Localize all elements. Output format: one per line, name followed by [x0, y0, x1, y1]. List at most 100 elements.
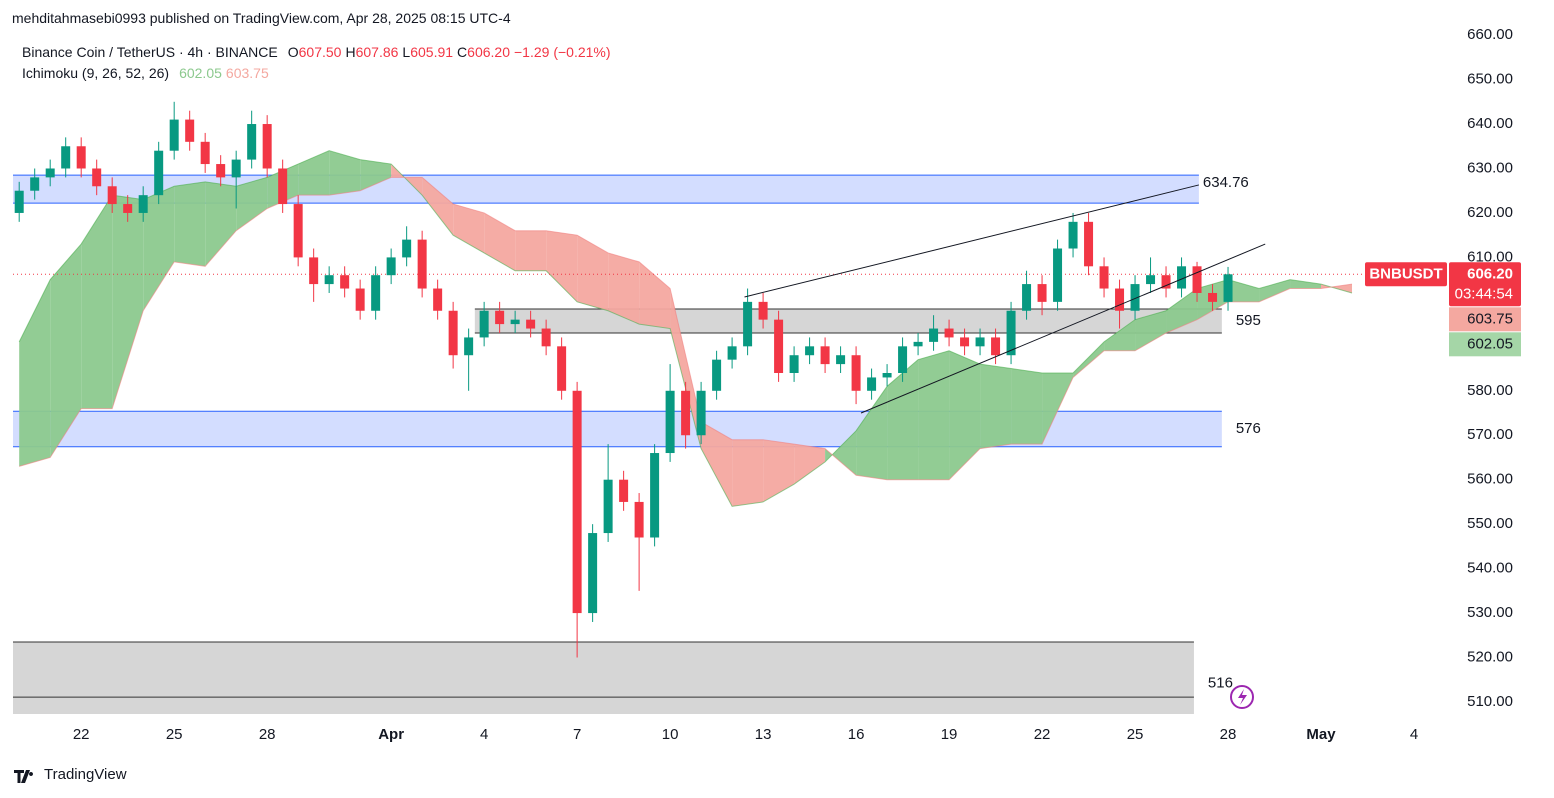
cloud-segment	[887, 359, 919, 480]
x-tick-label: 28	[1220, 726, 1237, 743]
cloud-segment	[112, 195, 144, 409]
price-label: 606.20	[1467, 265, 1513, 282]
cloud-segment	[1228, 279, 1260, 302]
candle-body	[278, 168, 288, 205]
cloud-segment	[918, 350, 950, 480]
candle-body	[929, 328, 939, 342]
zone-label: 576	[1236, 420, 1261, 437]
cloud-segment	[484, 212, 516, 271]
legend-text: 607.86	[355, 44, 399, 60]
x-tick-label: 4	[480, 726, 488, 743]
candle-body	[619, 479, 629, 502]
candle-body	[30, 177, 40, 191]
y-tick-label: 520.00	[1467, 649, 1513, 666]
footer: TradingView	[44, 766, 127, 783]
candle-body	[495, 310, 505, 325]
zone-label: 516	[1208, 675, 1233, 692]
candle-body	[898, 346, 908, 374]
y-tick-label: 540.00	[1467, 560, 1513, 577]
cloud-segment	[856, 386, 888, 480]
cloud-segment	[794, 444, 826, 485]
candle-body	[1115, 288, 1125, 311]
candle-body	[45, 168, 55, 178]
candle-body	[774, 319, 784, 374]
candle-body	[681, 390, 691, 436]
cloud-segment	[174, 181, 206, 267]
cloud-segment	[825, 430, 857, 476]
cloud-segment	[701, 421, 733, 507]
cloud-segment	[608, 252, 640, 325]
cloud-segment	[577, 235, 609, 311]
candle-body	[154, 150, 164, 196]
legend-text: H	[345, 44, 356, 60]
legend-text: Binance Coin / TetherUS · 4h · BINANCE	[22, 44, 278, 60]
candle-body	[1208, 292, 1218, 302]
candle-body	[541, 328, 551, 347]
y-tick-label: 610.00	[1467, 248, 1513, 265]
alert-bolt	[1238, 689, 1247, 705]
x-tick-label: 25	[1127, 726, 1144, 743]
candle-body	[1022, 284, 1032, 311]
x-tick-label: May	[1306, 726, 1336, 743]
candle-body	[293, 204, 303, 258]
candle-body	[123, 204, 133, 213]
cloud-segment	[1166, 288, 1198, 333]
x-tick-label: 22	[1034, 726, 1051, 743]
x-tick-label: 7	[573, 726, 581, 743]
legend-text: O	[287, 44, 299, 60]
countdown: 03:44:54	[1455, 285, 1513, 302]
candle-body	[557, 346, 567, 391]
candle-body	[386, 257, 396, 276]
candle-body	[867, 377, 877, 391]
cloud-segment	[50, 244, 82, 458]
cloud-segment	[763, 439, 795, 502]
candle-body	[960, 337, 970, 347]
candle-body	[371, 275, 381, 311]
x-tick-label: 16	[848, 726, 865, 743]
legend-text: 605.91	[410, 44, 454, 60]
y-tick-label: 580.00	[1467, 382, 1513, 399]
cloud-segment	[1104, 319, 1136, 351]
cloud-segment	[19, 279, 51, 467]
candle-body	[572, 390, 582, 614]
candle-body	[324, 275, 334, 285]
cloud-segment	[205, 181, 237, 267]
cloud-segment	[329, 150, 361, 196]
candle-body	[169, 119, 179, 151]
cloud-segment	[360, 159, 392, 191]
candle-body	[1146, 275, 1156, 285]
cloud-segment	[391, 164, 423, 196]
candle-body	[1223, 274, 1233, 302]
cloud-segment	[639, 261, 671, 329]
y-tick-label: 530.00	[1467, 604, 1513, 621]
y-tick-label: 560.00	[1467, 471, 1513, 488]
candle-body	[479, 310, 489, 338]
candle-body	[510, 319, 520, 325]
cloud-segment	[422, 177, 454, 236]
legend-line: Ichimoku (9, 26, 52, 26) 602.05 603.75	[22, 65, 273, 81]
x-tick-label: 28	[259, 726, 276, 743]
cloud-segment	[949, 350, 981, 480]
candle-body	[340, 275, 350, 289]
candle-body	[1130, 284, 1140, 311]
candle-body	[309, 257, 319, 285]
candle-body	[1099, 266, 1109, 289]
candle-body	[944, 328, 954, 338]
cloud-segment	[236, 177, 268, 231]
candle-body	[355, 288, 365, 311]
candle-body	[216, 164, 226, 178]
cloud-segment	[1259, 279, 1291, 302]
cloud-segment	[1073, 341, 1105, 378]
cloud-segment	[298, 150, 330, 196]
span-b-badge	[1449, 307, 1521, 332]
candle-body	[712, 359, 722, 391]
candle-body	[1192, 266, 1202, 293]
legend-text: 603.75	[225, 65, 269, 81]
candle-body	[696, 390, 706, 436]
candle-body	[975, 337, 985, 347]
candle-body	[820, 346, 830, 365]
candle-body	[76, 146, 86, 169]
x-tick-label: 19	[941, 726, 958, 743]
alert-icon[interactable]	[1230, 685, 1254, 709]
